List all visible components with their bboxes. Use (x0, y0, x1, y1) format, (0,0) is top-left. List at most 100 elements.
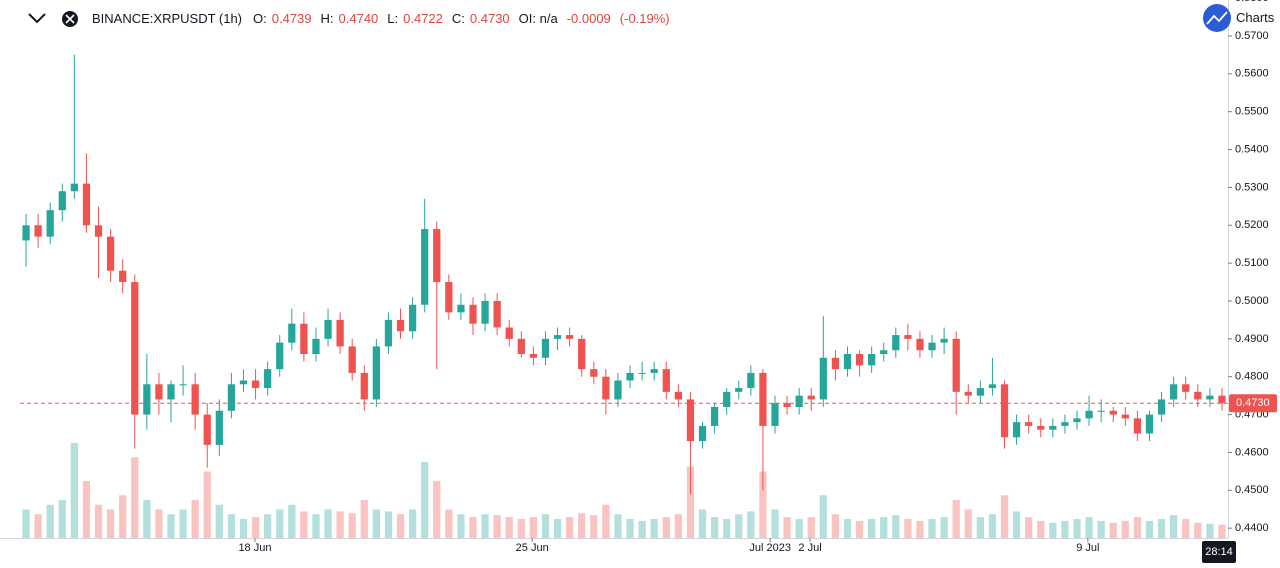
x-tick-label: 9 Jul (1076, 542, 1099, 554)
volume-bar (795, 519, 803, 538)
volume-bar (759, 471, 767, 538)
volume-bar (1194, 522, 1202, 538)
candle-body (264, 369, 272, 389)
candle-body (940, 338, 948, 343)
candle-body (517, 338, 525, 354)
candle-body (469, 304, 477, 324)
candle-body (952, 338, 960, 392)
y-tick-label: 0.5300 (1235, 181, 1269, 193)
volume-bar (1025, 517, 1033, 538)
volume-bar (650, 519, 658, 538)
volume-bar (1049, 522, 1057, 538)
volume-bar (855, 520, 864, 538)
volume-bar (203, 471, 211, 538)
candle-body (1206, 395, 1214, 400)
candle-body (276, 342, 284, 370)
volume-bar (747, 511, 755, 538)
candle-body (710, 407, 719, 426)
candle-body (1194, 391, 1202, 400)
change-percent: (-0.19%) (619, 11, 670, 26)
y-tick-label: 0.4800 (1235, 371, 1269, 383)
y-tick-label: 0.5100 (1235, 257, 1269, 269)
candle-body (1000, 384, 1009, 438)
y-tick-label: 0.5400 (1235, 143, 1269, 155)
volume-bar (1037, 520, 1045, 538)
candle-body (1133, 418, 1142, 434)
candle-body (566, 335, 574, 339)
candle-body (131, 282, 139, 415)
candle-body (22, 225, 30, 241)
volume-bar (783, 517, 791, 538)
volume-bar (372, 509, 380, 538)
candle-body (179, 384, 187, 386)
volume-bar (167, 514, 175, 538)
collapse-icon[interactable] (28, 13, 46, 24)
charts-button-label[interactable]: Charts (1236, 10, 1275, 25)
volume-bar (1109, 522, 1117, 538)
candle-body (203, 414, 211, 445)
volume-bar (614, 514, 622, 538)
candle-body (795, 395, 803, 408)
low-value: 0.4722 (403, 11, 443, 26)
candle-body (964, 391, 972, 396)
volume-bar (191, 500, 199, 538)
volume-bar (239, 519, 248, 538)
candle-body (1025, 422, 1033, 426)
candle-body (541, 338, 550, 358)
candle-body (58, 191, 66, 211)
volume-bar (529, 517, 538, 538)
candle-body (227, 384, 236, 411)
volume-bar (433, 481, 441, 538)
volume-bar (227, 514, 236, 538)
volume-bar (626, 519, 634, 538)
volume-bar (868, 519, 876, 538)
candle-body (324, 319, 332, 339)
candle-body (892, 335, 900, 351)
candle-body (493, 300, 501, 328)
x-tick-label: 18 Jun (238, 542, 271, 554)
last-price-label: 0.4730 (1236, 397, 1270, 409)
volume-bar (674, 514, 682, 538)
candle-body (1085, 410, 1093, 419)
legend: BINANCE:XRPUSDT (1h) O: 0.4739 H: 0.4740 L… (92, 11, 674, 26)
high-label: H: (320, 11, 334, 26)
volume-bar (1145, 520, 1154, 538)
volume-bar (988, 514, 997, 538)
close-label: C: (451, 11, 465, 26)
candle-body (251, 380, 260, 389)
volume-bar (119, 495, 127, 538)
y-tick-label: 0.5700 (1235, 30, 1269, 42)
candle-body (408, 304, 417, 332)
volume-bar (131, 457, 139, 538)
candle-body (916, 338, 924, 351)
candle-body (1012, 422, 1021, 438)
y-tick-label: 0.5000 (1235, 295, 1269, 307)
volume-bar (421, 462, 429, 538)
volume-bar (1097, 520, 1105, 538)
volume-bar (348, 513, 356, 538)
volume-bar (1133, 517, 1142, 538)
low-label: L: (387, 11, 399, 26)
candle-body (1157, 399, 1166, 415)
volume-bar (807, 517, 815, 538)
candle-body (698, 425, 707, 442)
volume-bar (1000, 495, 1009, 538)
candle-body (372, 346, 380, 400)
candle-body (191, 384, 199, 415)
volume-bar (638, 520, 646, 538)
volume-bar (34, 514, 42, 538)
volume-bar (952, 500, 960, 538)
oi: OI: n/a (518, 11, 558, 26)
volume-bar (384, 511, 393, 538)
volume-bar (82, 481, 91, 538)
volume-bar (698, 509, 707, 538)
close-value: 0.4730 (469, 11, 510, 26)
y-tick-label: 0.5200 (1235, 219, 1269, 231)
candle-body (650, 369, 658, 373)
candle-body (481, 300, 489, 324)
candle-body (590, 369, 598, 377)
candle-body (602, 376, 610, 400)
candle-body (167, 384, 175, 400)
volume-bar (578, 513, 586, 538)
candle-body (976, 388, 984, 396)
